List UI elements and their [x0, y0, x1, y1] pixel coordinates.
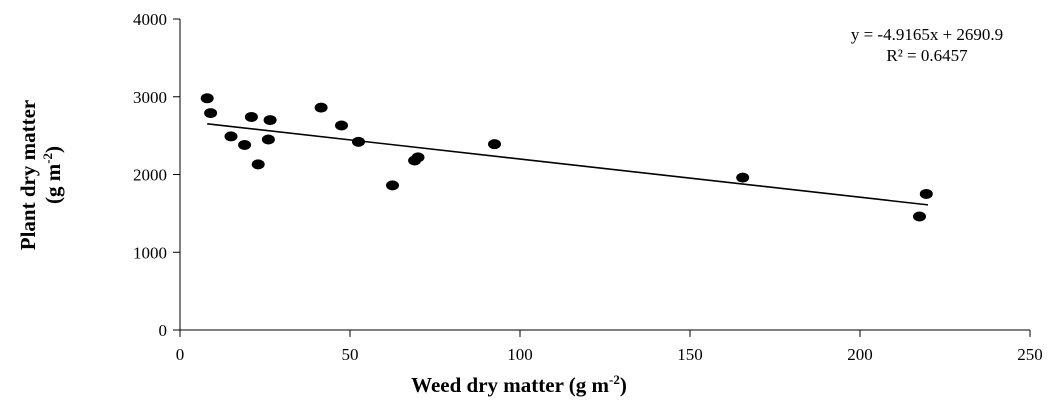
x-tick-label: 100	[507, 345, 533, 364]
y-axis-title-line1: Plant dry matter	[16, 100, 40, 250]
data-point	[736, 172, 750, 183]
y-tick-label: 3000	[133, 88, 167, 107]
axes	[179, 19, 1030, 331]
data-point	[200, 93, 214, 104]
x-axis-title-sup: -2	[609, 372, 620, 387]
x-axis-title: Weed dry matter (g m-2)	[411, 372, 627, 397]
y-axis-title-line2-sup: -2	[40, 153, 55, 164]
y-axis-title-line2: (g m-2)	[40, 146, 65, 204]
y-axis-title-line2-prefix: (g m	[41, 163, 65, 204]
data-point	[352, 136, 365, 147]
x-tick-label: 200	[847, 345, 873, 364]
x-tick-label: 50	[342, 345, 359, 364]
y-axis-title-line2-suffix: )	[41, 146, 65, 153]
x-tick-label: 250	[1017, 345, 1043, 364]
x-axis-title-suffix: )	[620, 373, 627, 397]
data-point	[263, 115, 277, 126]
y-ticks: 0 1000 2000 3000 4000	[133, 10, 180, 340]
data-point	[314, 102, 328, 113]
data-point	[251, 159, 265, 170]
data-point	[238, 139, 252, 150]
data-point	[488, 139, 501, 150]
y-tick-label: 2000	[133, 166, 167, 185]
data-point	[386, 180, 399, 191]
r-squared-label: R² = 0.6457	[886, 46, 968, 65]
y-tick-label: 4000	[133, 10, 167, 29]
trendline-equation: y = -4.9165x + 2690.9	[851, 25, 1003, 44]
data-point	[919, 188, 933, 199]
data-point	[913, 211, 926, 222]
data-point	[261, 134, 275, 145]
x-ticks: 0 50 100 150 200 250	[176, 330, 1043, 364]
trendline	[207, 123, 929, 206]
data-point	[411, 152, 425, 163]
y-tick-label: 0	[159, 321, 168, 340]
x-tick-label: 150	[677, 345, 703, 364]
y-tick-label: 1000	[133, 243, 167, 262]
data-points	[200, 93, 933, 222]
y-axis-title: Plant dry matter (g m-2)	[16, 100, 65, 250]
data-point	[244, 111, 258, 122]
data-point	[224, 131, 238, 142]
data-point	[204, 108, 218, 119]
x-axis-title-prefix: Weed dry matter (g m	[411, 373, 609, 397]
x-tick-label: 0	[176, 345, 185, 364]
data-point	[335, 120, 348, 131]
